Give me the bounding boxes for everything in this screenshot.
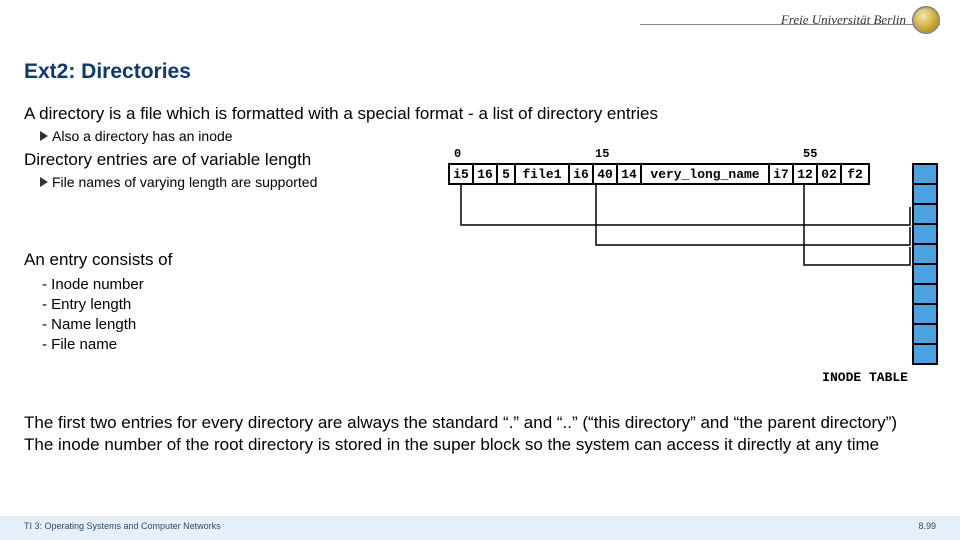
inode-cell <box>912 283 938 305</box>
paragraph-1-sub: Also a directory has an inode <box>40 128 936 144</box>
list-item: - Inode number <box>42 276 172 293</box>
inode-cell <box>912 343 938 365</box>
paragraph-5: The inode number of the root directory i… <box>24 434 936 456</box>
chevron-icon <box>40 177 48 187</box>
slide-footer: TI 3: Operating Systems and Computer Net… <box>0 516 960 540</box>
inode-cell <box>912 203 938 225</box>
entry-list: - Inode number - Entry length - Name len… <box>24 276 172 353</box>
inode-cell <box>912 183 938 205</box>
footer-right: 8.99 <box>918 521 936 531</box>
bottom-paragraphs: The first two entries for every director… <box>24 412 936 456</box>
paragraph-1: A directory is a file which is formatted… <box>24 104 936 124</box>
inode-table-label: INODE TABLE <box>822 370 908 385</box>
footer-left: TI 3: Operating Systems and Computer Net… <box>24 521 221 531</box>
university-name: Freie Universität Berlin <box>781 12 906 28</box>
list-item: - Name length <box>42 316 172 333</box>
inode-table-column <box>912 163 938 365</box>
slide-page: Freie Universität Berlin Ext2: Directori… <box>0 0 960 540</box>
paragraph-4: The first two entries for every director… <box>24 412 936 434</box>
inode-cell <box>912 243 938 265</box>
inode-cell <box>912 303 938 325</box>
connector-lines <box>448 147 938 387</box>
page-title: Ext2: Directories <box>24 60 191 84</box>
list-item: - Entry length <box>42 296 172 313</box>
inode-cell <box>912 223 938 245</box>
seal-icon <box>912 6 940 34</box>
inode-cell <box>912 263 938 285</box>
chevron-icon <box>40 131 48 141</box>
paragraph-3: An entry consists of <box>24 250 172 270</box>
list-item: - File name <box>42 336 172 353</box>
directory-diagram: 01555 i5165file1i64014very_long_namei712… <box>448 147 938 387</box>
inode-cell <box>912 323 938 345</box>
university-logo: Freie Universität Berlin <box>781 6 940 34</box>
entry-consists-block: An entry consists of - Inode number - En… <box>24 250 172 353</box>
inode-cell <box>912 163 938 185</box>
